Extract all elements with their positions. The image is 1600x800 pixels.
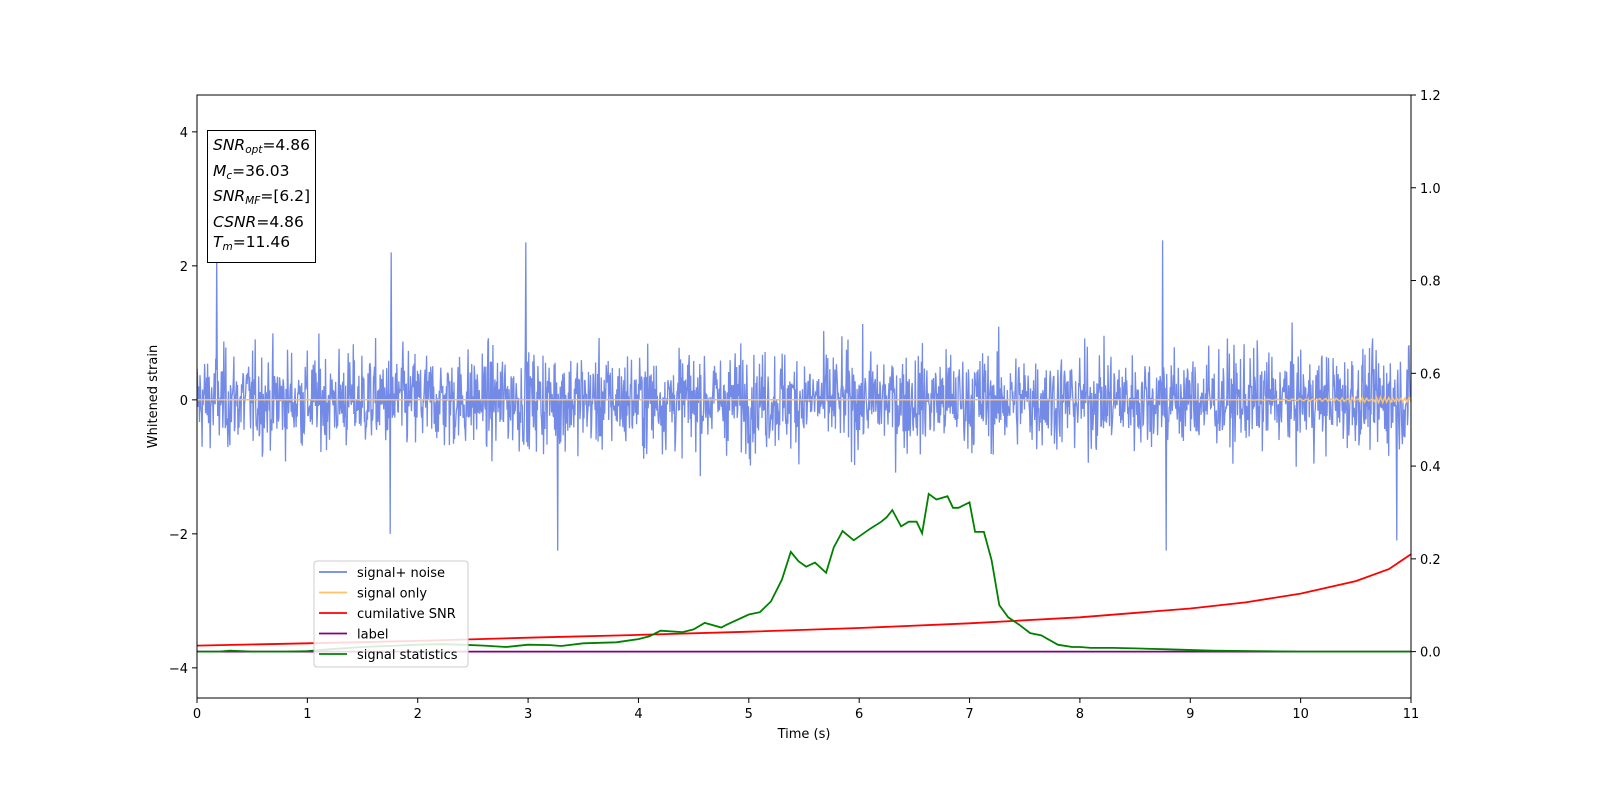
tm-subscript: m (222, 241, 233, 253)
axes-frame (196, 94, 1412, 699)
y-axis-right: 0.0 0.2 0.4 0.6 0.8 1.0 1.2 (1411, 89, 1441, 661)
y-axis-left: −4 −2 0 2 4 (169, 126, 197, 677)
mc-subscript: c (226, 169, 233, 182)
snr-opt-value: =4.86 (262, 136, 310, 154)
csnr-symbol: CSNR (213, 212, 257, 231)
y2-tick-label: 0.4 (1420, 460, 1441, 475)
tm-value: =11.46 (232, 233, 291, 251)
legend-entry-signal-only-label: signal only (357, 587, 427, 602)
csnr-line: CSNR=4.86 (213, 212, 310, 233)
series-signal-only (197, 394, 1411, 405)
y-tick-label: −2 (169, 528, 188, 543)
snr-opt-symbol: SNR (213, 136, 246, 154)
legend-entry-signal-noise-label: signal+ noise (357, 566, 445, 581)
y-tick-label: −4 (169, 662, 188, 677)
x-tick-label: 6 (855, 707, 863, 722)
snr-mf-line: SNRMF=[6.2] (213, 186, 310, 212)
x-tick-label: 11 (1403, 707, 1420, 722)
y2-tick-label: 1.0 (1420, 182, 1441, 197)
series-signal-noise (197, 240, 1411, 551)
x-axis-label: Time (s) (777, 727, 831, 742)
y-tick-label: 4 (180, 126, 188, 141)
legend-entry-signal-statistics-label: signal statistics (357, 648, 458, 663)
y-tick-label: 2 (180, 260, 188, 275)
snr-mf-subscript: MF (245, 195, 261, 207)
y2-tick-label: 0.2 (1420, 553, 1441, 568)
snr-opt-subscript: opt (245, 144, 263, 156)
y2-tick-label: 0.6 (1420, 367, 1441, 382)
x-tick-label: 1 (303, 707, 311, 722)
y2-tick-label: 0.8 (1420, 275, 1441, 290)
legend-entry-label-label: label (357, 628, 388, 643)
mc-line: Mc=36.03 (213, 161, 310, 187)
x-tick-label: 9 (1186, 707, 1194, 722)
x-tick-label: 7 (965, 707, 973, 722)
y2-tick-label: 1.2 (1420, 89, 1441, 104)
mc-value: =36.03 (232, 161, 290, 180)
stats-info-box: SNRopt=4.86 Mc=36.03 SNRMF=[6.2] CSNR=4.… (207, 130, 317, 263)
x-tick-label: 2 (414, 707, 422, 722)
x-tick-label: 4 (634, 707, 642, 722)
x-tick-label: 0 (193, 707, 201, 722)
x-tick-label: 5 (745, 707, 753, 722)
series-signal-statistics (197, 492, 1411, 653)
x-axis: 0 1 2 3 4 5 6 7 8 9 10 11 (193, 698, 1419, 722)
tm-line: Tm=11.46 (213, 232, 310, 258)
y-tick-label: 0 (180, 394, 188, 409)
y-axis-label: Whitened strain (146, 345, 161, 448)
snr-mf-symbol: SNR (213, 187, 246, 205)
tm-symbol: T (213, 233, 223, 251)
mc-symbol: M (213, 161, 227, 180)
legend: signal+ noise signal only cumilative SNR la… (313, 560, 469, 668)
legend-entry-cumulative-snr-label: cumilative SNR (357, 607, 456, 622)
y2-tick-label: 0.0 (1420, 646, 1441, 661)
x-tick-label: 10 (1292, 707, 1309, 722)
snr-mf-value: =[6.2] (260, 187, 311, 205)
x-tick-label: 3 (524, 707, 532, 722)
csnr-value: =4.86 (256, 212, 304, 231)
snr-opt-line: SNRopt=4.86 (213, 135, 310, 161)
x-tick-label: 8 (1076, 707, 1084, 722)
legend-box (313, 560, 469, 668)
